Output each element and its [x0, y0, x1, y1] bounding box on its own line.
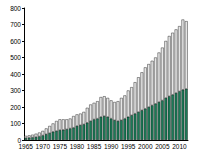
svg-text:0: 0: [17, 136, 21, 144]
svg-text:300: 300: [10, 87, 21, 94]
svg-text:1965: 1965: [18, 143, 33, 150]
svg-text:2010: 2010: [172, 143, 187, 150]
svg-text:400: 400: [10, 71, 21, 78]
svg-text:700: 700: [10, 21, 21, 28]
svg-text:2005: 2005: [155, 143, 170, 150]
svg-text:1980: 1980: [70, 143, 85, 150]
svg-text:2000: 2000: [138, 143, 153, 150]
svg-text:1985: 1985: [87, 143, 102, 150]
svg-text:600: 600: [10, 38, 21, 45]
svg-text:800: 800: [10, 5, 21, 12]
svg-text:1970: 1970: [36, 143, 51, 150]
svg-text:100: 100: [10, 120, 21, 127]
svg-text:500: 500: [10, 54, 21, 61]
svg-text:200: 200: [10, 104, 21, 111]
svg-text:1990: 1990: [104, 143, 119, 150]
svg-text:1995: 1995: [121, 143, 136, 150]
svg-text:1975: 1975: [53, 143, 68, 150]
